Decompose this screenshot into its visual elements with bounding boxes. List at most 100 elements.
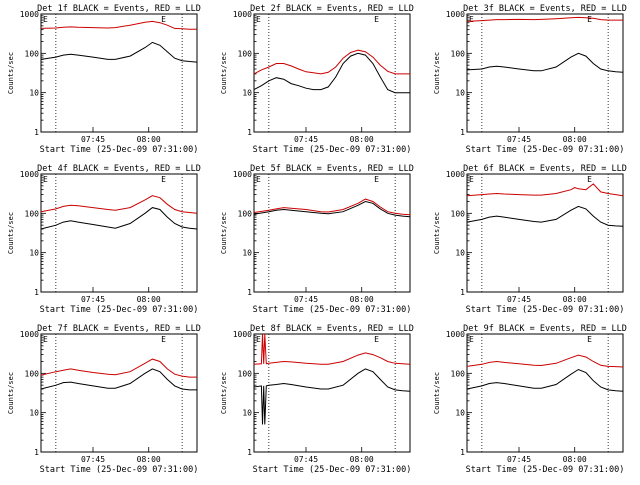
series-line-lld — [40, 195, 198, 214]
chart-panel-6: Det 6f BLACK = Events, RED = LLD 1 10 100 10… — [433, 164, 627, 315]
y-axis-label: Counts/sec — [433, 372, 441, 414]
chart-panel-2: Det 2f BLACK = Events, RED = LLD 1 10 100 10… — [220, 4, 414, 155]
plot-frame — [253, 13, 411, 133]
x-axis-label: Start Time (25-Dec-09 07:31:00) — [40, 305, 199, 315]
series-line-lld — [466, 183, 624, 197]
series-line-lld — [253, 49, 410, 75]
x-tick-label: 07:45 — [294, 135, 318, 144]
y-axis-label: Counts/sec — [7, 212, 15, 254]
y-axis-label: Counts/sec — [7, 372, 15, 414]
chart-panel-4: Det 4f BLACK = Events, RED = LLD 1 10 100 10… — [7, 164, 201, 315]
corner-mark: E — [469, 335, 474, 344]
y-tick-label: 1000 — [20, 10, 39, 19]
corner-mark: E — [469, 175, 474, 184]
x-tick-label: 08:00 — [350, 455, 374, 464]
y-tick-label: 1000 — [233, 330, 252, 339]
chart-panel-3: Det 3f BLACK = Events, RED = LLD 1 10 100 10… — [433, 4, 627, 155]
x-tick-label: 08:00 — [563, 135, 587, 144]
x-tick-label: 08:00 — [563, 295, 587, 304]
x-tick-label: 08:00 — [137, 455, 161, 464]
x-tick-label: 08:00 — [137, 295, 161, 304]
y-tick-label: 1 — [34, 128, 39, 137]
x-tick-label: 08:00 — [137, 135, 161, 144]
y-tick-label: 100 — [238, 49, 253, 58]
y-tick-label: 100 — [25, 49, 40, 58]
series-line-events — [466, 368, 624, 392]
y-tick-label: 1000 — [20, 330, 39, 339]
chart-panel-1: Det 1f BLACK = Events, RED = LLD 1 10 100 10… — [7, 4, 201, 155]
chart-panel-7: Det 7f BLACK = Events, RED = LLD 1 10 100 10… — [7, 324, 201, 475]
x-tick-label: 07:45 — [507, 295, 531, 304]
corner-mark: E — [256, 335, 261, 344]
x-tick-label: 08:00 — [350, 295, 374, 304]
y-tick-label: 1 — [247, 128, 252, 137]
plot-frame — [466, 13, 624, 133]
corner-mark: E — [469, 15, 474, 24]
y-tick-label: 1 — [34, 288, 39, 297]
plot-frame — [40, 13, 198, 133]
corner-mark: E — [43, 335, 48, 344]
y-tick-label: 1 — [247, 448, 252, 457]
y-tick-label: 10 — [29, 89, 39, 98]
y-tick-label: 10 — [29, 249, 39, 258]
y-tick-label: 100 — [238, 369, 253, 378]
corner-mark: E — [374, 175, 379, 184]
chart-title: Det 2f BLACK = Events, RED = LLD — [250, 4, 414, 14]
y-tick-label: 1 — [247, 288, 252, 297]
x-tick-label: 08:00 — [563, 455, 587, 464]
series-line-lld — [253, 198, 411, 216]
chart-title: Det 8f BLACK = Events, RED = LLD — [250, 324, 414, 334]
y-axis-label: Counts/sec — [220, 372, 228, 414]
chart-title: Det 9f BLACK = Events, RED = LLD — [463, 324, 627, 334]
corner-mark: E — [161, 175, 166, 184]
series-line-events — [466, 52, 624, 73]
plot-frame — [466, 173, 624, 293]
x-tick-label: 08:00 — [350, 135, 374, 144]
y-tick-label: 1 — [460, 128, 465, 137]
series-line-events — [40, 41, 198, 63]
plot-frame — [253, 173, 411, 293]
x-axis-label: Start Time (25-Dec-09 07:31:00) — [253, 145, 412, 155]
series-line-events — [40, 368, 197, 391]
chart-title: Det 1f BLACK = Events, RED = LLD — [37, 4, 201, 14]
x-axis-label: Start Time (25-Dec-09 07:31:00) — [40, 465, 199, 475]
series-line-lld — [466, 354, 624, 368]
corner-mark: E — [374, 335, 379, 344]
x-axis-label: Start Time (25-Dec-09 07:31:00) — [466, 145, 625, 155]
x-axis-label: Start Time (25-Dec-09 07:31:00) — [40, 145, 199, 155]
x-axis-label: Start Time (25-Dec-09 07:31:00) — [466, 465, 625, 475]
y-tick-label: 100 — [451, 209, 466, 218]
x-tick-label: 07:45 — [81, 135, 105, 144]
y-axis-label: Counts/sec — [220, 52, 228, 94]
chart-title: Det 3f BLACK = Events, RED = LLD — [463, 4, 627, 14]
x-tick-label: 07:45 — [507, 135, 531, 144]
plot-frame — [40, 173, 198, 293]
corner-mark: E — [161, 335, 166, 344]
y-tick-label: 1000 — [446, 10, 465, 19]
y-tick-label: 100 — [25, 209, 40, 218]
series-line-lld — [253, 333, 411, 365]
y-tick-label: 100 — [238, 209, 253, 218]
y-tick-label: 10 — [242, 89, 252, 98]
y-tick-label: 1000 — [446, 170, 465, 179]
x-tick-label: 07:45 — [507, 455, 531, 464]
corner-mark: E — [256, 175, 261, 184]
y-tick-label: 10 — [29, 409, 39, 418]
y-axis-label: Counts/sec — [433, 52, 441, 94]
chart-panel-5: Det 5f BLACK = Events, RED = LLD 1 10 100 10… — [220, 164, 414, 315]
y-tick-label: 1 — [34, 448, 39, 457]
corner-mark: E — [161, 15, 166, 24]
x-tick-label: 07:45 — [294, 455, 318, 464]
y-tick-label: 1 — [460, 448, 465, 457]
x-tick-label: 07:45 — [81, 455, 105, 464]
y-tick-label: 1000 — [20, 170, 39, 179]
series-line-events — [253, 200, 411, 218]
corner-mark: E — [587, 175, 592, 184]
chart-panel-8: Det 8f BLACK = Events, RED = LLD 1 10 100 10… — [220, 324, 414, 475]
y-tick-label: 10 — [455, 249, 465, 258]
series-line-events — [253, 368, 411, 425]
x-tick-label: 07:45 — [294, 295, 318, 304]
series-line-lld — [466, 16, 623, 22]
